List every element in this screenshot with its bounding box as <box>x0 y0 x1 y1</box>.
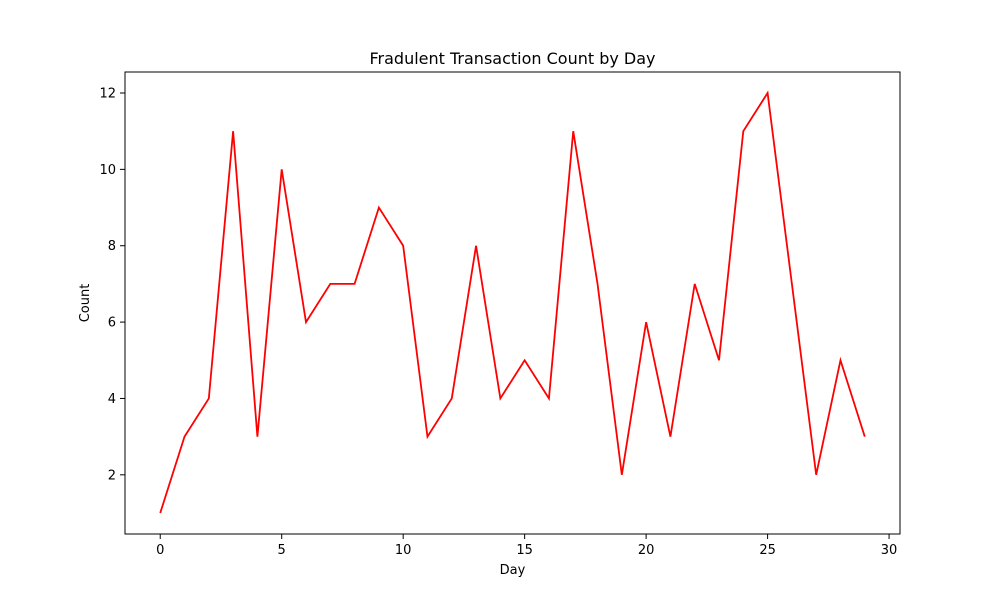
x-tick-label: 25 <box>759 543 776 558</box>
x-axis-label: Day <box>500 563 526 578</box>
x-tick-label: 10 <box>395 543 412 558</box>
x-axis-ticks: 0 5 10 15 20 25 30 <box>156 534 897 558</box>
plot-area <box>159 90 866 514</box>
y-tick-label: 8 <box>108 239 116 254</box>
chart-title: Fradulent Transaction Count by Day <box>369 49 655 68</box>
y-tick-label: 4 <box>108 392 116 407</box>
x-tick-label: 30 <box>881 543 898 558</box>
y-axis-label: Count <box>78 284 93 323</box>
y-tick-label: 2 <box>108 468 116 483</box>
y-tick-label: 10 <box>99 163 116 178</box>
x-tick-label: 5 <box>278 543 286 558</box>
y-axis-ticks: 2 4 6 8 10 12 <box>99 87 125 483</box>
y-tick-label: 6 <box>108 316 116 331</box>
x-tick-label: 15 <box>516 543 533 558</box>
x-tick-label: 0 <box>156 543 164 558</box>
x-tick-label: 20 <box>638 543 655 558</box>
axes-frame <box>124 71 901 535</box>
series-line <box>159 90 866 514</box>
y-tick-label: 12 <box>99 87 116 102</box>
